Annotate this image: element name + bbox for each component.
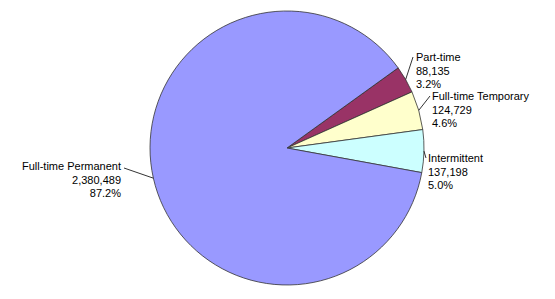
percent-label: 87.2%: [90, 187, 121, 199]
slices: [150, 11, 424, 285]
percent-label: 3.2%: [416, 78, 441, 90]
category-label: Intermittent: [428, 152, 483, 164]
chart: Part-time 88,1353.2%Full-time Temporary 12…: [0, 0, 555, 299]
category-label: Part-time: [416, 51, 461, 63]
leader-line: [424, 151, 426, 158]
leader-line: [406, 57, 413, 80]
slice: [150, 11, 422, 285]
category-label: Full-time Temporary: [432, 90, 529, 102]
category-label: Full-time Permanent: [22, 160, 121, 172]
value-label: 137,198: [428, 166, 468, 178]
leader-line: [124, 168, 153, 178]
leader-line: [419, 96, 430, 110]
value-label: 88,135: [416, 65, 450, 77]
labels: Part-time 88,1353.2%Full-time Temporary 12…: [22, 51, 530, 199]
value-label: 124,729: [432, 104, 472, 116]
value-label: 2,380,489: [72, 174, 121, 186]
percent-label: 4.6%: [432, 117, 457, 129]
percent-label: 5.0%: [428, 179, 453, 191]
